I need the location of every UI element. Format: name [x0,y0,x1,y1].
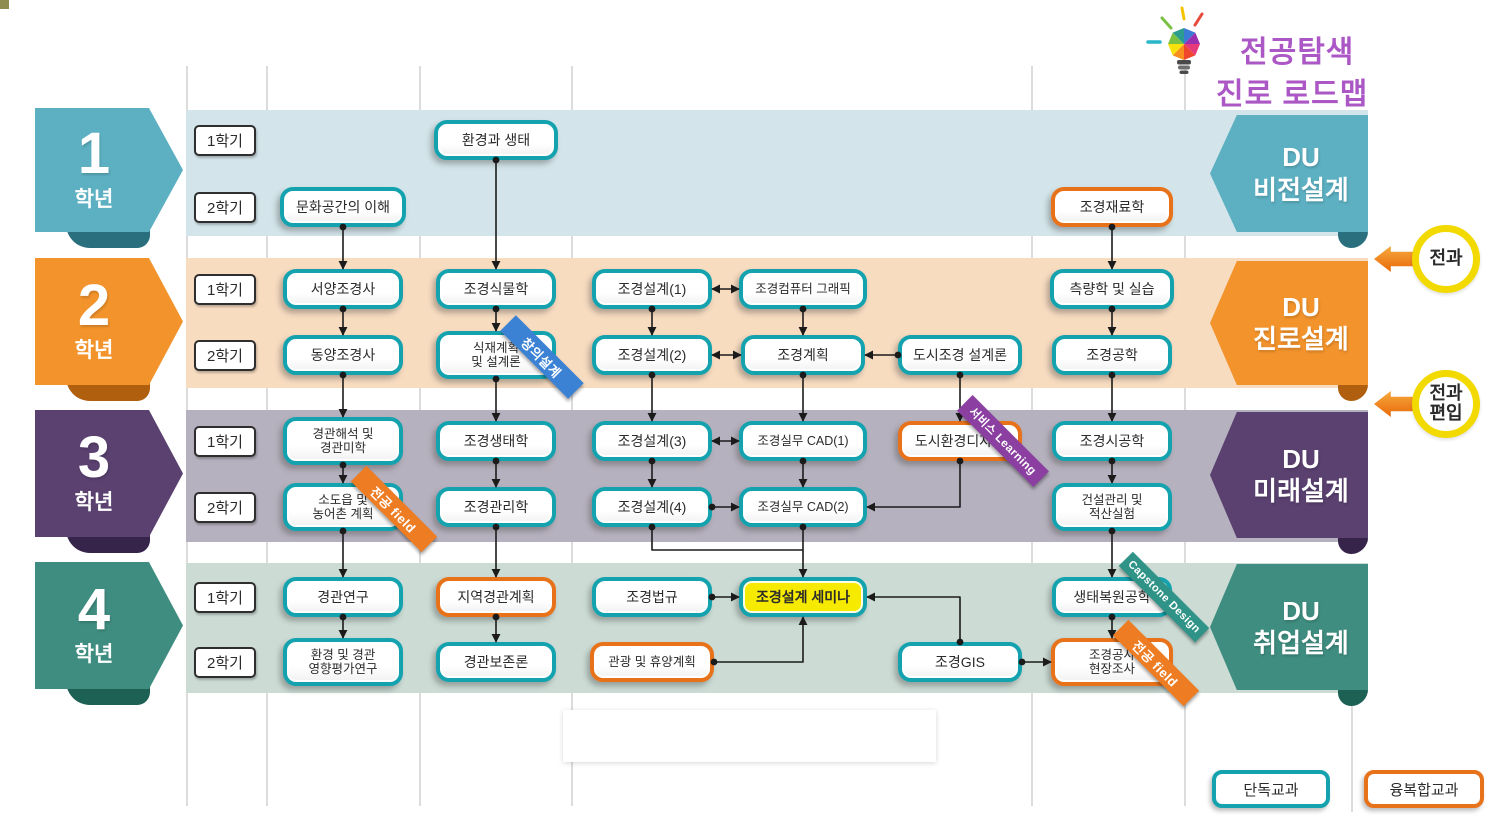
du-banner-line2: 비전설계 [1253,174,1349,205]
corner-decoration [0,0,9,9]
course-design2: 조경설계(2) [592,335,712,375]
du-banner-1: DU 비전설계 [1210,115,1368,232]
course-graphics: 조경컴퓨터 그래픽 [739,269,867,309]
course-research: 경관연구 [283,577,403,617]
empty-panel [563,710,936,762]
semester-label-y3-s2: 2학기 [194,492,256,523]
year-banner-4: 4 학년 [35,562,183,689]
transfer-arrow-icon-1 [1374,246,1416,272]
transfer-label-2: 전과 편입 [1412,370,1480,438]
year-label: 학년 [74,643,114,667]
course-urban_theory: 도시조경 설계론 [898,335,1022,375]
poster-title-line2: 진로 로드맵 [1216,78,1369,111]
du-banner-line1: DU [1282,443,1320,474]
course-west_hist: 서양조경사 [283,269,403,309]
year-label: 학년 [74,339,114,363]
year-banner-2: 2 학년 [35,258,183,385]
course-engineering: 조경공학 [1052,335,1172,375]
year-number: 2 [77,272,111,338]
course-regional: 지역경관계획 [436,577,556,617]
column-divider [1351,688,1353,812]
year-number: 1 [77,121,111,187]
transfer-label-1: 전과 [1412,225,1480,293]
semester-label-y3-s1: 1학기 [194,426,256,457]
du-banner-line1: DU [1282,142,1320,172]
year-label: 학년 [74,491,114,515]
du-banner-line2: 취업설계 [1253,628,1349,658]
course-east_hist: 동양조경사 [283,335,403,375]
semester-label-y4-s1: 1학기 [194,582,256,613]
semester-label-y4-s2: 2학기 [194,647,256,678]
year-banner-1: 1 학년 [35,108,183,232]
course-materials: 조경재료학 [1051,187,1173,227]
course-impact: 환경 및 경관 영향평가연구 [283,638,403,686]
course-tourism: 관광 및 휴양계획 [590,642,714,682]
semester-label-y2-s2: 2학기 [194,340,256,371]
du-banner-line2: 미래설계 [1253,476,1349,506]
course-gis: 조경GIS [898,642,1022,682]
transfer-arrow-icon-2 [1374,391,1416,417]
course-cost: 건설관리 및 적산실험 [1052,483,1172,531]
course-cad1: 조경실무 CAD(1) [739,421,867,461]
course-management: 조경관리학 [436,487,556,527]
course-analysis: 경관해석 및 경관미학 [283,417,403,465]
poster-title-line1: 전공탐색 [1240,36,1355,69]
course-design4: 조경설계(4) [592,487,712,527]
year-number: 3 [77,424,111,490]
course-plan: 조경계획 [741,335,865,375]
course-culture: 문화공간의 이해 [280,187,406,227]
course-plants: 조경식물학 [436,269,556,309]
year-banner-3: 3 학년 [35,410,183,537]
du-banner-line2: 진로설계 [1253,324,1349,354]
course-seminar: 조경설계 세미나 [739,577,867,617]
course-construction: 조경시공학 [1052,421,1172,461]
lightbulb-icon [1146,6,1204,74]
course-cad2: 조경실무 CAD(2) [739,487,867,527]
du-banner-2: DU 진로설계 [1210,261,1368,385]
course-ecology: 조경생태학 [436,421,556,461]
course-conservation: 경관보존론 [436,642,556,682]
du-banner-line1: DU [1282,291,1320,322]
year-label: 학년 [74,187,114,211]
course-survey: 측량학 및 실습 [1050,269,1174,309]
semester-label-y2-s1: 1학기 [194,274,256,305]
course-design1: 조경설계(1) [592,269,712,309]
du-banner-3: DU 미래설계 [1210,412,1368,538]
course-law: 조경법규 [592,577,712,617]
du-banner-4: DU 취업설계 [1210,564,1368,690]
year-number: 4 [77,576,111,642]
semester-label-y1-s2: 2학기 [194,192,256,223]
course-design3: 조경설계(3) [592,421,712,461]
semester-label-y1-s1: 1학기 [194,125,256,156]
legend-fusion: 융복합교과 [1364,770,1484,808]
course-eco: 환경과 생태 [434,120,558,160]
du-banner-line1: DU [1282,595,1320,626]
legend-single: 단독교과 [1212,770,1330,808]
